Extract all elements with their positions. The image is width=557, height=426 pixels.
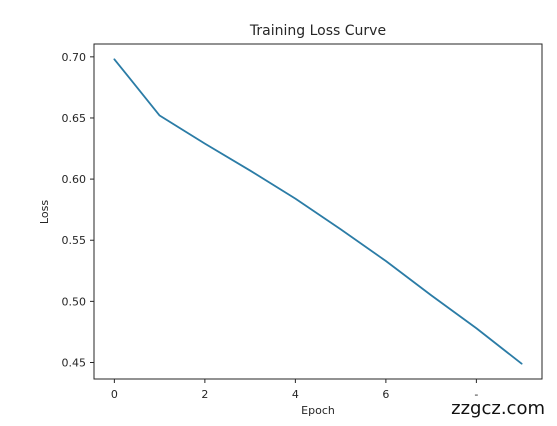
series-points xyxy=(114,59,522,364)
y-tick-label: 0.65 xyxy=(62,112,87,125)
x-axis-label: Epoch xyxy=(301,404,335,417)
y-axis-label: Loss xyxy=(38,200,51,224)
y-tick-label: 0.55 xyxy=(62,234,87,247)
watermark-text: zzgcz.com xyxy=(447,397,549,420)
chart-title: Training Loss Curve xyxy=(249,23,386,39)
x-axis-ticks: 0 2 4 6 - xyxy=(111,379,478,401)
plot-area-frame xyxy=(93,43,543,380)
x-tick-label: 2 xyxy=(201,388,208,401)
y-tick-label: 0.60 xyxy=(62,173,87,186)
x-tick-label: 4 xyxy=(292,388,299,401)
x-tick-label: 6 xyxy=(382,388,389,401)
x-tick-label: - xyxy=(474,388,478,401)
y-tick-label: 0.70 xyxy=(62,51,87,64)
y-axis-ticks: 0.45 0.50 0.55 0.60 0.65 0.70 xyxy=(62,51,94,369)
y-tick-label: 0.50 xyxy=(62,295,87,308)
series-line-loss xyxy=(113,58,523,365)
x-tick-label: 0 xyxy=(111,388,118,401)
y-tick-label: 0.45 xyxy=(62,356,87,369)
